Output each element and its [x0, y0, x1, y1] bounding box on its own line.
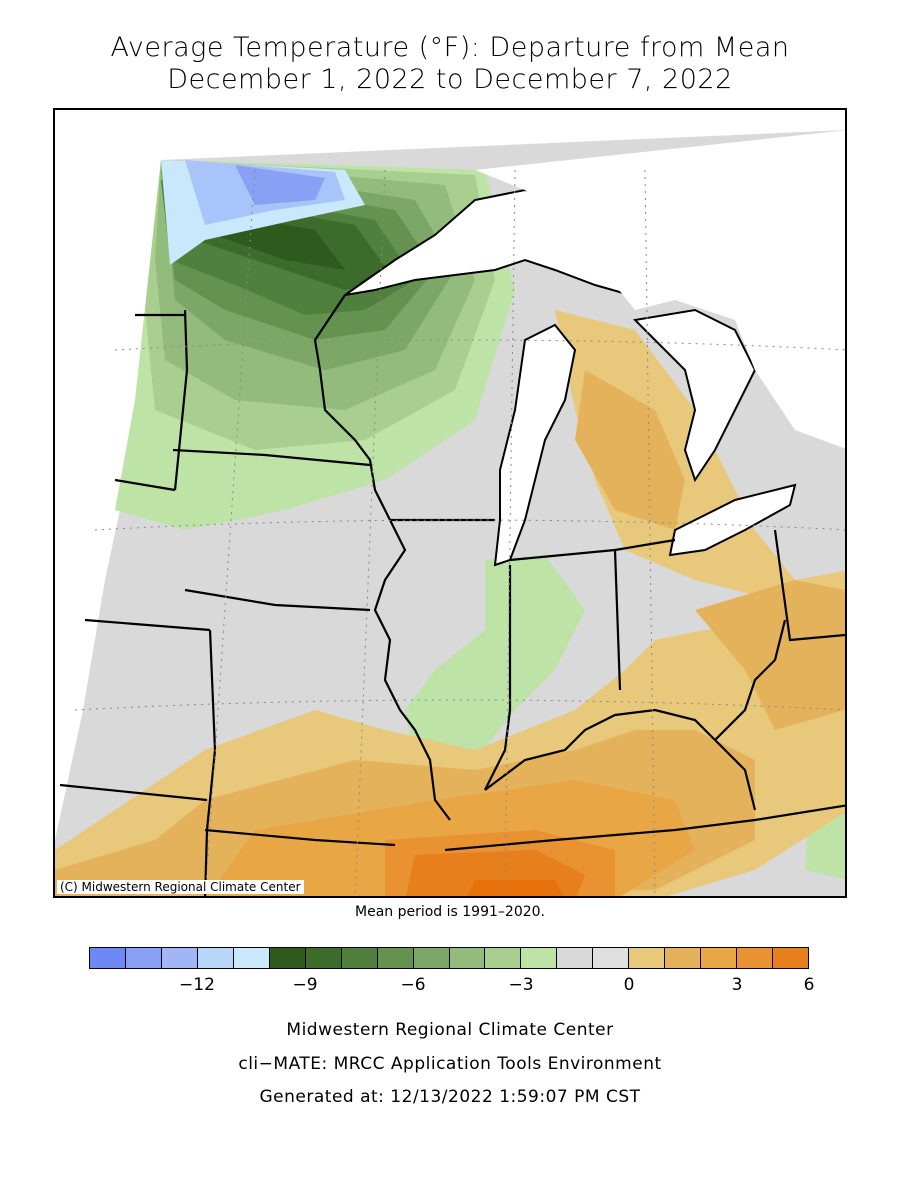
- ia-mo-border: [184, 588, 371, 612]
- copyright-label: (C) Midwestern Regional Climate Center: [57, 880, 304, 894]
- legend-swatch: [737, 948, 774, 968]
- legend-swatch: [629, 948, 666, 968]
- legend-swatch: [557, 948, 594, 968]
- legend-swatch: [377, 948, 414, 968]
- legend-tick-label: −6: [400, 975, 426, 995]
- legend-swatch: [233, 948, 270, 968]
- legend-tick-label: −3: [508, 975, 534, 995]
- in-mi-border: [509, 548, 616, 562]
- graticule: [74, 169, 845, 896]
- legend-swatch: [125, 948, 162, 968]
- ne-ks-border: [84, 618, 211, 632]
- in-oh-border: [613, 549, 622, 691]
- region-minus-14: [235, 165, 325, 205]
- ks-mo-border: [204, 629, 217, 896]
- legend-swatch: [593, 948, 630, 968]
- lake-erie: [668, 483, 797, 557]
- footer-application: cli−MATE: MRCC Application Tools Environ…: [238, 1054, 662, 1074]
- legend-swatch: [701, 948, 738, 968]
- ok-ks-border: [59, 783, 208, 802]
- canada-area: [475, 130, 845, 449]
- region-plus-2-ohio: [695, 580, 845, 730]
- oh-pa-border: [773, 529, 845, 642]
- region-minus-2-indiana: [405, 555, 585, 760]
- legend-swatch: [269, 948, 306, 968]
- legend-swatch: [413, 948, 450, 968]
- region-plus-6: [467, 880, 563, 896]
- legend-tick-label: 6: [803, 975, 815, 995]
- in-ky-border: [484, 708, 716, 791]
- legend-swatch: [449, 948, 486, 968]
- color-scale-bar: [89, 947, 809, 969]
- sd-ne-border: [114, 478, 176, 492]
- footer-organization: Midwestern Regional Climate Center: [286, 1020, 614, 1040]
- lake-huron: [632, 308, 757, 483]
- legend-tick-label: 3: [731, 975, 743, 995]
- lake-michigan: [493, 323, 577, 567]
- map-title: Average Temperature (°F): Departure from…: [110, 32, 790, 63]
- legend-swatch: [665, 948, 702, 968]
- ky-tn-border: [444, 804, 845, 852]
- legend-swatch: [521, 948, 558, 968]
- mo-ar-border: [204, 828, 396, 847]
- legend-swatch: [773, 948, 809, 968]
- wv-ky-border: [714, 739, 757, 811]
- state-boundaries: [59, 294, 845, 896]
- ia-il-border: [373, 519, 451, 821]
- mn-wi-border: [313, 294, 391, 521]
- mean-period-note: Mean period is 1991–2020.: [355, 904, 545, 920]
- region-plus-2: [575, 370, 685, 530]
- mn-ia-border: [172, 448, 371, 467]
- legend-swatch: [305, 948, 342, 968]
- legend-tick-label: −12: [179, 975, 215, 995]
- mn-west-border: [173, 309, 189, 491]
- legend-swatch: [161, 948, 198, 968]
- temperature-departure-map: [55, 130, 845, 896]
- legend-tick-label: 0: [623, 975, 635, 995]
- legend-swatch: [485, 948, 522, 968]
- map-panel: (C) Midwestern Regional Climate Center: [53, 108, 847, 898]
- oh-ky-border: [714, 619, 787, 741]
- map-date-range: December 1, 2022 to December 7, 2022: [167, 64, 733, 95]
- legend-swatch: [341, 948, 378, 968]
- oh-mi-border: [614, 538, 676, 552]
- footer-generated-at: Generated at: 12/13/2022 1:59:07 PM CST: [259, 1087, 641, 1107]
- legend-swatch: [90, 948, 126, 968]
- il-in-border: [484, 565, 512, 791]
- legend-swatch: [197, 948, 234, 968]
- legend-tick-label: −9: [292, 975, 318, 995]
